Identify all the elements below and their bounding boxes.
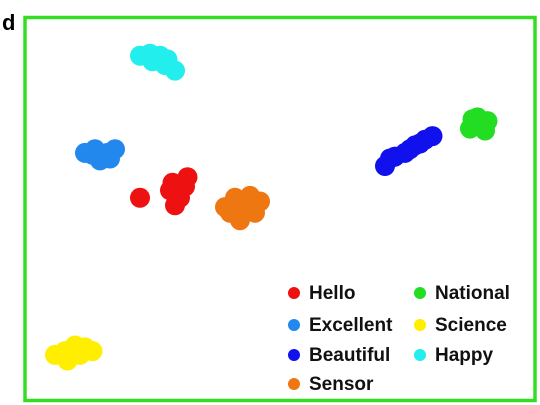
legend-label-beautiful: Beautiful bbox=[309, 345, 390, 366]
point-hello-4 bbox=[177, 167, 198, 188]
panel-letter: d bbox=[2, 10, 16, 35]
legend-marker-excellent bbox=[288, 319, 300, 331]
legend-marker-national bbox=[414, 287, 426, 299]
legend-marker-hello bbox=[288, 287, 300, 299]
chart-frame bbox=[23, 15, 537, 403]
point-science-6 bbox=[82, 341, 103, 362]
point-excellent-6 bbox=[82, 144, 103, 165]
legend-marker-sensor bbox=[288, 378, 300, 390]
legend: Hello National Excellent Science Beautiful Ha… bbox=[288, 283, 510, 395]
legend-marker-science bbox=[414, 319, 426, 331]
legend-marker-beautiful bbox=[288, 349, 300, 361]
point-national-5 bbox=[477, 111, 498, 132]
point-happy-5 bbox=[142, 51, 163, 72]
legend-label-national: National bbox=[435, 283, 510, 304]
legend-label-hello: Hello bbox=[309, 283, 355, 304]
point-hello-6 bbox=[162, 172, 183, 193]
legend-label-sensor: Sensor bbox=[309, 374, 374, 395]
series-science bbox=[45, 335, 103, 371]
legend-label-excellent: Excellent bbox=[309, 315, 393, 336]
legend-label-science: Science bbox=[435, 315, 507, 336]
series-hello bbox=[130, 167, 198, 216]
point-beautiful-8 bbox=[410, 133, 430, 154]
series-happy bbox=[130, 43, 185, 81]
point-hello-5 bbox=[170, 187, 190, 208]
point-happy-6 bbox=[157, 49, 178, 70]
point-excellent-5 bbox=[100, 148, 120, 169]
point-hello-0 bbox=[130, 187, 150, 208]
series-excellent bbox=[75, 139, 125, 171]
point-national-4 bbox=[462, 109, 483, 130]
legend-marker-happy bbox=[414, 349, 426, 361]
point-beautiful-6 bbox=[380, 148, 400, 169]
point-sensor-7 bbox=[235, 199, 255, 219]
point-sensor-6 bbox=[220, 202, 240, 223]
points-layer bbox=[45, 43, 498, 371]
series-sensor bbox=[215, 185, 270, 231]
series-beautiful bbox=[375, 126, 443, 176]
legend-label-happy: Happy bbox=[435, 345, 494, 366]
series-national bbox=[460, 107, 498, 141]
